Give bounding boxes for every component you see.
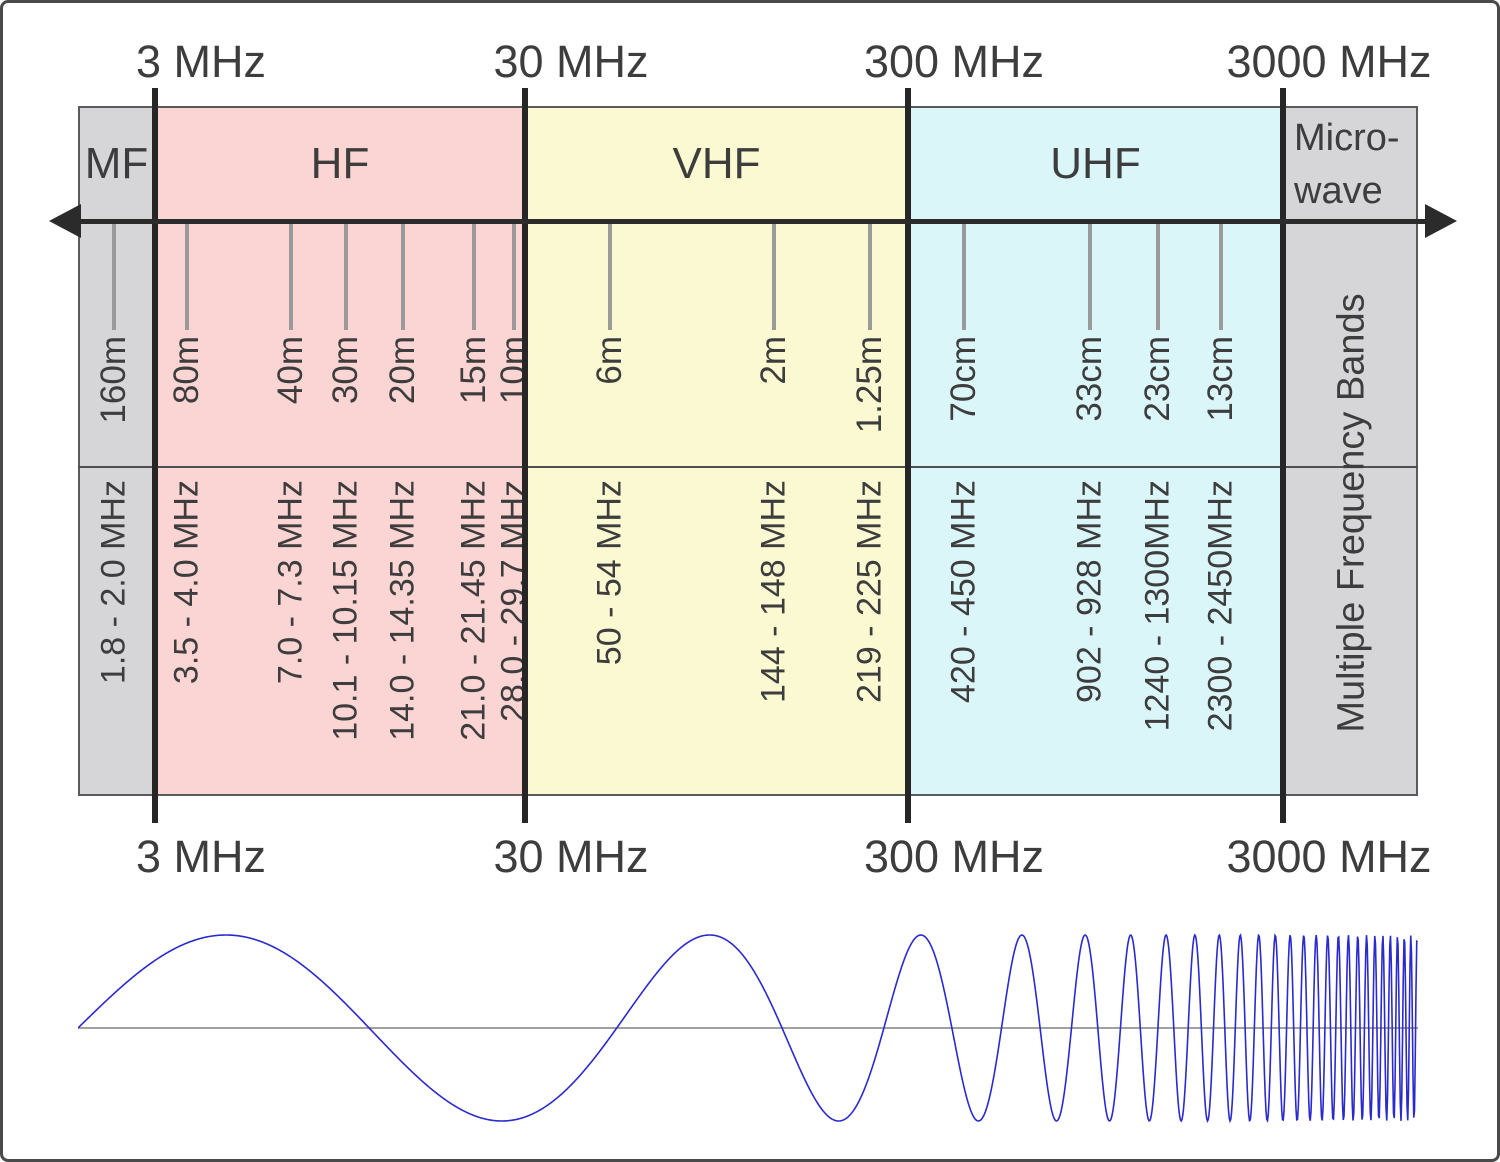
frequency-label-80m: 3.5 - 4.0 MHz xyxy=(167,480,206,685)
allocation-tick-15m xyxy=(472,224,476,330)
axis-label-3000-mhz: 3000 MHz xyxy=(1226,831,1432,882)
frequency-label-40m: 7.0 - 7.3 MHz xyxy=(271,480,310,685)
allocation-tick-20m xyxy=(401,224,405,330)
wavelength-label-80m: 80m xyxy=(167,336,206,405)
band-label-mf: MF xyxy=(84,139,149,188)
decade-boundary xyxy=(522,88,528,823)
wavelength-label-30m: 30m xyxy=(326,336,365,405)
chirp-wave xyxy=(78,933,1418,1124)
allocation-tick-10m xyxy=(512,224,516,330)
wavelength-label-20m: 20m xyxy=(383,336,422,405)
wavelength-label-70cm: 70cm xyxy=(944,336,983,422)
microwave-note: Multiple Frequency Bands xyxy=(1330,293,1373,733)
frequency-label-6m: 50 - 54 MHz xyxy=(590,480,629,666)
axis-label-300-mhz: 300 MHz xyxy=(863,36,1045,87)
arrow-left-icon xyxy=(49,204,81,238)
allocation-tick-70cm xyxy=(962,224,966,330)
wavelength-label-13cm: 13cm xyxy=(1201,336,1240,422)
allocation-tick-2m xyxy=(772,224,776,330)
frequency-label-33cm: 902 - 928 MHz xyxy=(1070,480,1109,703)
decade-boundary xyxy=(152,88,158,823)
wavelength-frequency-divider xyxy=(78,466,1418,468)
axis-label-30-mhz: 30 MHz xyxy=(493,36,649,87)
wavelength-label-10m: 10m xyxy=(494,336,533,405)
frequency-label-30m: 10.1 - 10.15 MHz xyxy=(326,480,365,741)
axis-label-3000-mhz: 3000 MHz xyxy=(1226,36,1432,87)
frequency-label-160m: 1.8 - 2.0 MHz xyxy=(94,480,133,685)
allocation-tick-6m xyxy=(608,224,612,330)
allocation-tick-80m xyxy=(185,224,189,330)
band-label-uhf: UHF xyxy=(1050,139,1141,188)
frequency-label-13cm: 2300 - 2450MHz xyxy=(1201,480,1240,732)
decade-boundary xyxy=(905,88,911,823)
axis-label-3-mhz: 3 MHz xyxy=(135,831,267,882)
chirp-wave-path xyxy=(78,933,1418,1124)
allocation-tick-13cm xyxy=(1219,224,1223,330)
allocation-tick-33cm xyxy=(1088,224,1092,330)
band-label-micro-wave-line-1: Micro- xyxy=(1294,117,1400,159)
axis-label-3-mhz: 3 MHz xyxy=(135,36,267,87)
wavelength-label-33cm: 33cm xyxy=(1070,336,1109,422)
wavelength-label-23cm: 23cm xyxy=(1138,336,1177,422)
allocation-tick-23cm xyxy=(1156,224,1160,330)
frequency-label-70cm: 420 - 450 MHz xyxy=(944,480,983,703)
allocation-tick-30m xyxy=(344,224,348,330)
frequency-label-23cm: 1240 - 1300MHz xyxy=(1138,480,1177,732)
wavelength-label-2m: 2m xyxy=(754,336,793,385)
wavelength-label-160m: 160m xyxy=(94,336,133,424)
frequency-label-1.25m: 219 - 225 MHz xyxy=(850,480,889,703)
frequency-label-15m: 21.0 - 21.45 MHz xyxy=(454,480,493,741)
allocation-tick-160m xyxy=(112,224,116,330)
wavelength-label-6m: 6m xyxy=(590,336,629,385)
axis-label-30-mhz: 30 MHz xyxy=(493,831,649,882)
band-column-mf xyxy=(78,106,155,796)
allocation-tick-40m xyxy=(289,224,293,330)
arrow-right-icon xyxy=(1425,204,1457,238)
frequency-label-20m: 14.0 - 14.35 MHz xyxy=(383,480,422,741)
wavelength-label-15m: 15m xyxy=(454,336,493,405)
band-label-vhf: VHF xyxy=(672,139,761,188)
band-label-hf: HF xyxy=(310,139,370,188)
frequency-label-2m: 144 - 148 MHz xyxy=(754,480,793,703)
decade-boundary xyxy=(1280,88,1286,823)
axis-label-300-mhz: 300 MHz xyxy=(863,831,1045,882)
spectrum-axis-line xyxy=(61,219,1435,224)
allocation-tick-1.25m xyxy=(868,224,872,330)
wavelength-label-1.25m: 1.25m xyxy=(850,336,889,434)
band-label-micro-wave-line-2: wave xyxy=(1294,170,1383,212)
wavelength-label-40m: 40m xyxy=(271,336,310,405)
band-label-micro-wave: Micro-wave xyxy=(1294,112,1400,218)
